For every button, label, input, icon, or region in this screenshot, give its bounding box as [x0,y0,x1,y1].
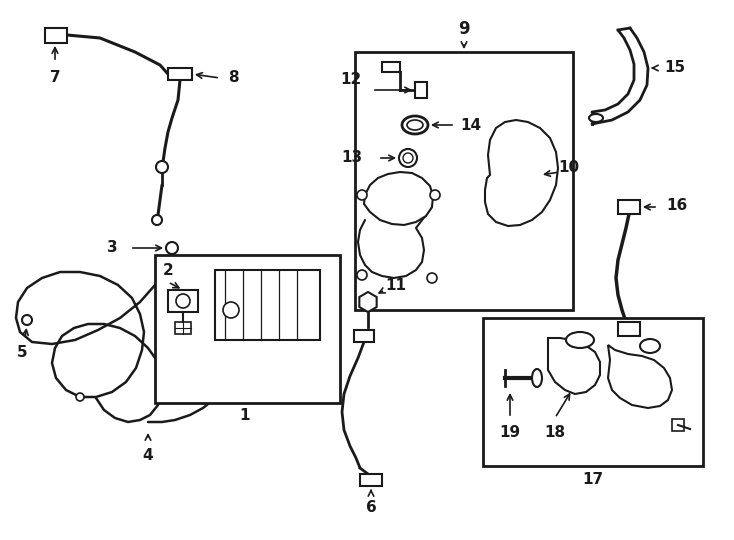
Circle shape [156,161,168,173]
Text: 8: 8 [228,71,239,85]
Text: 17: 17 [583,472,603,487]
Bar [355,52,573,310]
Text: 9: 9 [458,20,470,38]
Text: 14: 14 [460,118,481,132]
Text: 10: 10 [558,160,579,176]
Ellipse shape [402,116,428,134]
Bar [360,474,382,486]
Text: 19: 19 [499,425,520,440]
Ellipse shape [532,369,542,387]
Bar [155,255,340,403]
Circle shape [22,315,32,325]
Circle shape [357,190,367,200]
Circle shape [76,393,84,401]
Circle shape [223,302,239,318]
Circle shape [427,273,437,283]
Text: 2: 2 [163,263,173,278]
Circle shape [152,215,162,225]
Text: 16: 16 [666,198,687,213]
Text: 13: 13 [341,151,362,165]
Text: 18: 18 [545,425,566,440]
Circle shape [176,294,190,308]
Circle shape [166,242,178,254]
Bar [45,28,67,43]
Ellipse shape [640,339,660,353]
Circle shape [403,153,413,163]
Polygon shape [364,172,433,225]
Bar [175,322,191,334]
Bar [215,270,320,340]
Circle shape [399,149,417,167]
Bar [382,62,400,72]
Ellipse shape [589,114,603,122]
Bar [354,330,374,342]
Bar [618,322,640,336]
Bar [168,68,192,80]
Bar [415,82,427,98]
Text: 7: 7 [50,70,60,85]
Text: 5: 5 [17,345,27,360]
Bar [483,318,703,466]
Ellipse shape [566,332,594,348]
Polygon shape [608,345,672,408]
Text: 3: 3 [106,240,117,255]
Circle shape [357,270,367,280]
Text: 4: 4 [142,448,153,463]
Text: 12: 12 [341,72,362,87]
Text: 15: 15 [664,60,685,76]
Text: 1: 1 [240,408,250,423]
Circle shape [430,190,440,200]
Ellipse shape [407,120,423,130]
Polygon shape [548,338,600,394]
Text: 6: 6 [366,500,377,515]
Bar [618,200,640,214]
Bar [168,290,198,312]
Polygon shape [485,120,558,226]
Text: 11: 11 [385,278,406,293]
